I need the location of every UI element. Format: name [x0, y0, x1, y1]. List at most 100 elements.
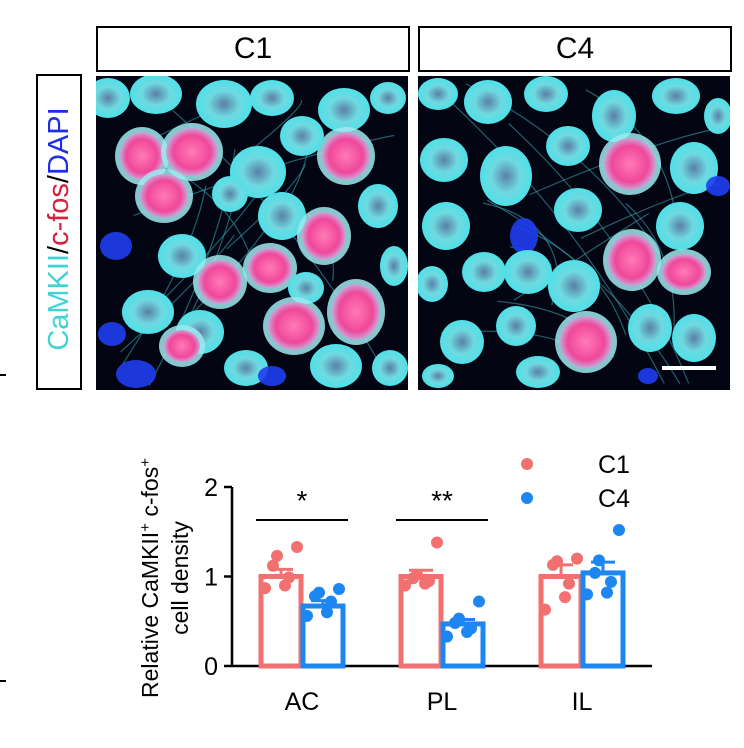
- camkii-cell: [672, 314, 716, 362]
- micrograph-c1: [96, 76, 408, 390]
- panel-label-c1: C1: [233, 32, 273, 65]
- data-point: [613, 523, 625, 536]
- camkii-cell: [288, 272, 324, 304]
- panel-header-c4: C4: [418, 26, 732, 72]
- cfos-nucleus: [120, 132, 164, 180]
- cfos-nucleus: [322, 132, 370, 180]
- legend-label-c4: C4: [598, 485, 630, 513]
- data-point: [333, 583, 345, 596]
- data-point: [283, 571, 295, 584]
- y-axis-label-line2: cell density: [167, 521, 193, 635]
- data-point: [325, 595, 337, 608]
- dapi-nucleus: [638, 368, 658, 384]
- legend-marker-c4: [521, 492, 533, 504]
- camkii-cell: [258, 192, 306, 240]
- data-point: [559, 591, 571, 604]
- data-point: [593, 554, 605, 567]
- camkii-cell: [280, 116, 324, 156]
- data-point: [571, 552, 583, 565]
- data-point: [411, 568, 423, 581]
- camkii-cell: [212, 176, 248, 212]
- camkii-cell: [318, 88, 370, 132]
- data-point: [465, 622, 477, 635]
- camkii-cell: [130, 76, 182, 114]
- data-point: [271, 549, 283, 562]
- x-tick-label: AC: [285, 688, 320, 716]
- camkii-cell: [496, 306, 536, 346]
- edge-tick-top: [0, 374, 6, 376]
- camkii-cell: [196, 80, 252, 128]
- dapi-nucleus: [510, 218, 538, 254]
- x-tick-label: PL: [427, 688, 458, 716]
- camkii-cell: [370, 82, 406, 114]
- legend-marker-c1: [521, 458, 533, 470]
- camkii-cell: [422, 202, 470, 250]
- camkii-cell: [548, 260, 600, 312]
- cfos-nucleus: [248, 248, 292, 288]
- camkii-cell: [418, 78, 458, 110]
- camkii-cell: [516, 356, 560, 388]
- y-tick-label: 0: [204, 653, 218, 681]
- camkii-cell: [380, 246, 408, 286]
- camkii-cell: [464, 80, 512, 124]
- bar-c1-il: [538, 574, 584, 669]
- camkii-cell: [504, 250, 552, 294]
- fibre: [120, 234, 235, 353]
- camkii-cell: [122, 290, 174, 334]
- camkii-cell: [358, 184, 398, 228]
- dapi-nucleus: [116, 360, 156, 388]
- x-tick-label: IL: [572, 688, 593, 716]
- data-point: [291, 540, 303, 553]
- camkii-cell: [628, 304, 672, 352]
- camkii-cell: [420, 138, 468, 182]
- data-point: [453, 612, 465, 625]
- camkii-cell: [96, 78, 130, 118]
- edge-tick-bottom: [0, 680, 6, 682]
- data-point: [551, 555, 563, 568]
- data-point: [259, 582, 271, 595]
- camkii-cell: [250, 80, 294, 116]
- camkii-cell: [462, 252, 506, 292]
- cfos-nucleus: [166, 128, 218, 176]
- cfos-nucleus: [198, 260, 242, 304]
- dapi-nucleus: [258, 366, 286, 386]
- data-point: [267, 559, 279, 572]
- cfos-nucleus: [164, 330, 200, 362]
- scale-bar: [662, 366, 716, 370]
- y-tick-label: 2: [204, 474, 218, 502]
- data-point: [441, 630, 453, 643]
- camkii-cell: [670, 142, 718, 194]
- y-axis-label-line1: Relative CaMKII+ c-fos+: [137, 458, 164, 698]
- data-point: [539, 603, 551, 616]
- legend-label-c1: C1: [598, 451, 630, 479]
- micrograph-c1-canvas: [96, 76, 408, 388]
- data-point: [423, 574, 435, 587]
- cfos-nucleus: [268, 302, 320, 350]
- camkii-cell: [554, 188, 602, 232]
- data-point: [321, 606, 333, 619]
- cfos-nucleus: [140, 174, 188, 218]
- bar-c4-il: [580, 570, 626, 669]
- fibre: [251, 99, 303, 151]
- camkii-cell: [418, 266, 448, 302]
- camkii-cell: [440, 320, 484, 364]
- cfos-nucleus: [662, 254, 706, 290]
- data-point: [601, 586, 613, 599]
- camkii-cell: [422, 364, 454, 388]
- y-tick-label: 1: [204, 564, 218, 592]
- cfos-nucleus: [604, 138, 656, 190]
- camkii-cell: [592, 90, 636, 142]
- data-point: [301, 609, 313, 622]
- data-point: [473, 595, 485, 608]
- camkii-cell: [704, 98, 730, 134]
- data-point: [563, 577, 575, 590]
- camkii-cell: [224, 350, 268, 386]
- data-point: [431, 536, 443, 549]
- dapi-nucleus: [100, 232, 132, 260]
- dapi-nucleus: [706, 176, 730, 196]
- camkii-cell: [158, 234, 206, 278]
- camkii-cell: [546, 126, 590, 166]
- camkii-cell: [372, 350, 408, 386]
- dapi-nucleus: [98, 322, 126, 346]
